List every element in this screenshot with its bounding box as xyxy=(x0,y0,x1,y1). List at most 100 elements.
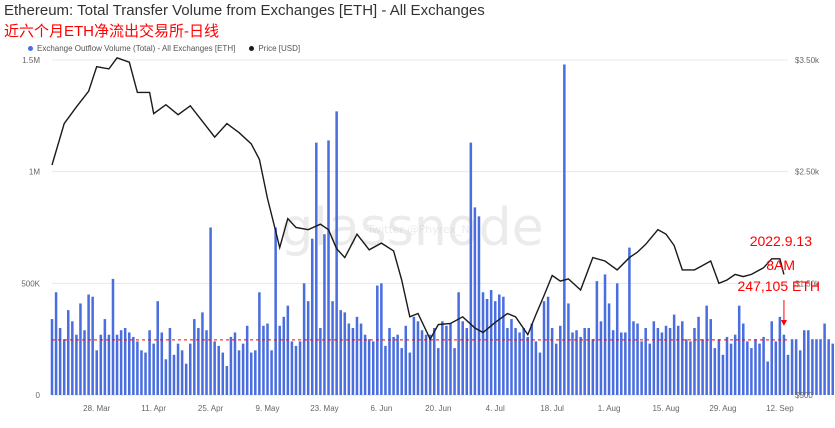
outflow-bar xyxy=(197,328,200,395)
outflow-bar xyxy=(123,328,127,395)
outflow-bar xyxy=(408,352,412,395)
outflow-bar xyxy=(229,336,233,395)
outflow-bar xyxy=(258,292,261,395)
outflow-bar xyxy=(798,350,802,395)
outflow-bar xyxy=(681,321,684,395)
outflow-bar xyxy=(71,321,74,395)
outflow-bar xyxy=(827,339,830,395)
left-tick-label: 1M xyxy=(29,168,40,177)
outflow-bar xyxy=(567,303,570,395)
outflow-bar xyxy=(579,336,582,395)
outflow-bar xyxy=(705,305,708,395)
legend-item-price[interactable]: Price [USD] xyxy=(249,44,300,53)
price-line xyxy=(51,56,785,341)
outflow-bar xyxy=(209,227,212,395)
outflow-bar xyxy=(469,142,473,395)
x-tick-label: 28. Mar xyxy=(83,404,110,413)
watermark-handle: Twitter @Phyrex_Ni xyxy=(366,223,473,236)
outflow-bar xyxy=(526,336,530,395)
outflow-bar xyxy=(323,234,326,395)
outflow-bar xyxy=(770,321,773,395)
legend-line-dot xyxy=(249,46,255,51)
outflow-bar xyxy=(180,350,184,395)
x-tick-label: 4. Jul xyxy=(486,404,505,413)
outflow-bar xyxy=(713,348,717,395)
outflow-bar xyxy=(270,350,273,395)
outflow-bar xyxy=(782,334,786,395)
outflow-bar xyxy=(620,332,623,395)
outflow-bar xyxy=(87,294,90,395)
outflow-bar xyxy=(193,319,196,395)
outflow-bar xyxy=(136,341,139,395)
legend: Exchange Outflow Volume (Total) - All Ex… xyxy=(28,44,314,53)
annotation-arrow-head xyxy=(780,320,787,326)
outflow-bar xyxy=(416,321,420,395)
outflow-bar xyxy=(241,343,245,395)
outflow-bar xyxy=(746,341,749,395)
outflow-bar xyxy=(502,296,505,395)
outflow-bar xyxy=(611,330,615,395)
right-axis: $500 $1.50k $2.50k $3.50k xyxy=(795,56,820,400)
outflow-bar xyxy=(254,350,257,395)
outflow-bar xyxy=(717,339,721,395)
outflow-bar xyxy=(176,343,180,395)
outflow-bar xyxy=(762,336,765,395)
outflow-bar xyxy=(729,343,733,395)
outflow-bar xyxy=(83,330,86,395)
outflow-bar xyxy=(664,325,668,395)
legend-item-outflow[interactable]: Exchange Outflow Volume (Total) - All Ex… xyxy=(28,44,235,53)
outflow-bar xyxy=(485,298,489,395)
outflow-bar xyxy=(607,303,611,395)
x-tick-label: 6. Jun xyxy=(370,404,392,413)
outflow-bar xyxy=(742,323,745,395)
outflow-bar xyxy=(778,316,782,395)
outflow-bar xyxy=(790,339,794,395)
legend-bar-dot xyxy=(28,46,33,51)
outflow-bar xyxy=(201,312,204,395)
outflow-bar xyxy=(249,352,253,395)
outflow-bar xyxy=(111,278,115,395)
x-tick-label: 25. Apr xyxy=(198,404,224,413)
outflow-bar xyxy=(668,328,672,395)
outflow-bar xyxy=(518,332,521,395)
outflow-bar xyxy=(213,341,216,395)
outflow-bar xyxy=(371,341,375,395)
x-tick-label: 15. Aug xyxy=(652,404,679,413)
left-tick-label: 0 xyxy=(36,391,41,400)
outflow-bar xyxy=(542,301,546,395)
right-tick-label: $1.50k xyxy=(795,279,820,288)
outflow-bar xyxy=(453,348,456,395)
outflow-bar xyxy=(465,328,469,395)
outflow-bar xyxy=(428,334,432,395)
outflow-bar xyxy=(815,339,818,395)
outflow-bar xyxy=(672,314,676,395)
annotation-label: 8AM xyxy=(766,257,795,273)
outflow-bar xyxy=(506,328,509,395)
outflow-bar xyxy=(172,354,176,395)
outflow-bar xyxy=(302,283,306,395)
outflow-bar xyxy=(819,339,822,395)
x-tick-label: 9. May xyxy=(256,404,280,413)
outflow-bar xyxy=(54,292,58,395)
outflow-bar xyxy=(225,365,229,395)
outflow-bar xyxy=(388,328,391,395)
outflow-bar xyxy=(262,325,265,395)
outflow-bar xyxy=(522,328,525,395)
chart-title: Ethereum: Total Transfer Volume from Exc… xyxy=(4,2,485,19)
outflow-bar xyxy=(514,328,517,395)
outflow-bar xyxy=(449,323,452,395)
outflow-bar xyxy=(290,341,294,395)
watermark: glassnode Twitter @Phyrex_Ni xyxy=(280,198,543,258)
outflow-bar xyxy=(766,361,769,395)
outflow-bar xyxy=(319,328,322,395)
outflow-bar xyxy=(554,343,558,395)
outflow-bar xyxy=(347,323,351,395)
x-tick-label: 18. Jul xyxy=(540,404,564,413)
outflow-bar xyxy=(335,111,338,396)
outflow-bar xyxy=(359,323,363,395)
outflow-bar xyxy=(75,334,78,395)
outflow-bar xyxy=(457,292,460,395)
outflow-bar xyxy=(306,301,310,395)
outflow-bar xyxy=(656,328,660,395)
